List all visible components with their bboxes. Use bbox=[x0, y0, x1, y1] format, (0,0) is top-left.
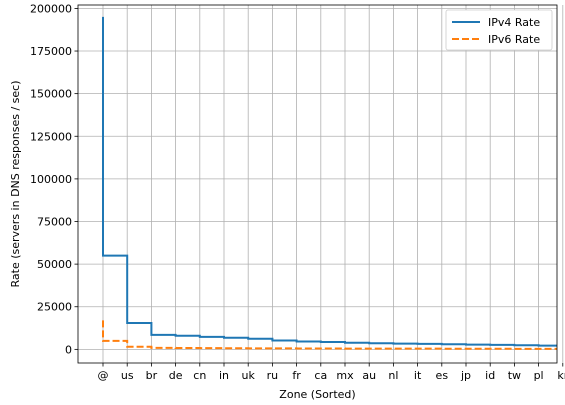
series-layer bbox=[102, 16, 557, 350]
x-axis-label: Zone (Sorted) bbox=[279, 388, 355, 401]
x-tick-label: tw bbox=[508, 369, 521, 382]
y-tick-label: 50000 bbox=[37, 258, 72, 271]
legend: IPv4 Rate IPv6 Rate bbox=[445, 9, 553, 51]
x-tick-label: jp bbox=[460, 369, 471, 382]
legend-label-ipv4: IPv4 Rate bbox=[488, 16, 540, 29]
y-tick-label: 75000 bbox=[37, 216, 72, 229]
legend-label-ipv6: IPv6 Rate bbox=[488, 33, 540, 46]
x-tick-label: id bbox=[485, 369, 495, 382]
x-tick-label: it bbox=[414, 369, 422, 382]
x-tick-label: de bbox=[169, 369, 183, 382]
x-tick-label: ca bbox=[314, 369, 327, 382]
grid bbox=[78, 5, 564, 363]
x-tick-label: au bbox=[362, 369, 376, 382]
y-tick-label: 200000 bbox=[30, 2, 72, 15]
x-tick-label: nl bbox=[388, 369, 398, 382]
x-tick-label: kr bbox=[557, 369, 565, 382]
x-tick-label: cn bbox=[193, 369, 206, 382]
series-line-ipv6 bbox=[102, 320, 557, 350]
y-axis-label: Rate (servers in DNS responses / sec) bbox=[9, 81, 22, 288]
x-tick-label: us bbox=[121, 369, 134, 382]
y-tick-label: 125000 bbox=[30, 130, 72, 143]
x-tick-label: @ bbox=[98, 369, 109, 382]
y-tick-label: 150000 bbox=[30, 88, 72, 101]
y-tick-label: 0 bbox=[65, 343, 72, 356]
x-tick-label: pl bbox=[534, 369, 544, 382]
x-tick-label: ru bbox=[267, 369, 279, 382]
y-axis: 0 25000 50000 75000 100000 125000 150000 175000… bbox=[30, 2, 78, 356]
series-line-ipv4 bbox=[102, 16, 557, 347]
y-tick-label: 100000 bbox=[30, 173, 72, 186]
x-tick-label: mx bbox=[336, 369, 354, 382]
plot-frame bbox=[77, 4, 558, 364]
y-tick-label: 25000 bbox=[37, 301, 72, 314]
y-tick-label: 175000 bbox=[30, 45, 72, 58]
x-tick-label: br bbox=[146, 369, 158, 382]
x-tick-label: in bbox=[219, 369, 229, 382]
x-tick-label: es bbox=[436, 369, 449, 382]
x-tick-label: fr bbox=[292, 369, 301, 382]
x-tick-label: uk bbox=[242, 369, 256, 382]
